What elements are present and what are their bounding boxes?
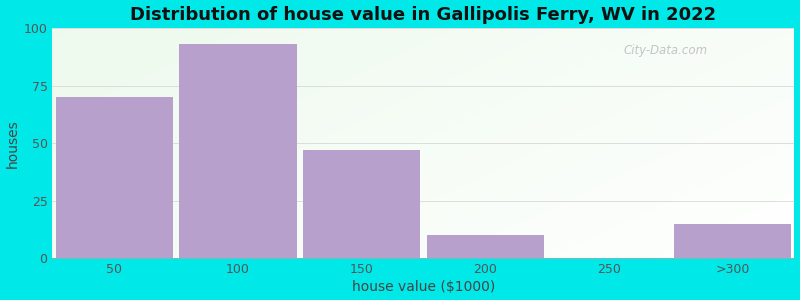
X-axis label: house value ($1000): house value ($1000) [352,280,495,294]
Title: Distribution of house value in Gallipolis Ferry, WV in 2022: Distribution of house value in Gallipoli… [130,6,717,24]
Bar [426,236,544,258]
Text: City-Data.com: City-Data.com [624,44,708,57]
Bar [179,44,297,258]
Y-axis label: houses: houses [6,119,19,167]
Bar [674,224,791,258]
Bar [55,97,173,258]
Bar [303,150,420,258]
